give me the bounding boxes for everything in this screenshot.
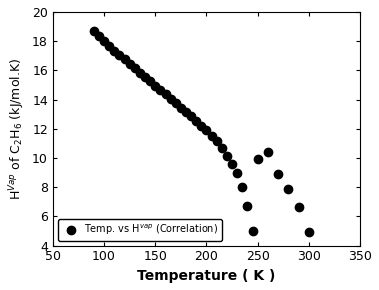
Temp. vs H$^{vap}$ (Correlation) bbox=[142, 75, 148, 79]
Temp. vs H$^{vap}$ (Correlation) bbox=[255, 157, 261, 162]
Temp. vs H$^{vap}$ (Correlation) bbox=[132, 66, 138, 70]
Temp. vs H$^{vap}$ (Correlation) bbox=[96, 34, 102, 38]
Temp. vs H$^{vap}$ (Correlation) bbox=[137, 70, 143, 75]
Temp. vs H$^{vap}$ (Correlation) bbox=[157, 88, 163, 93]
Temp. vs H$^{vap}$ (Correlation) bbox=[285, 186, 291, 191]
Temp. vs H$^{vap}$ (Correlation) bbox=[106, 44, 112, 49]
Temp. vs H$^{vap}$ (Correlation) bbox=[116, 53, 122, 57]
Temp. vs H$^{vap}$ (Correlation) bbox=[214, 139, 220, 144]
Temp. vs H$^{vap}$ (Correlation) bbox=[229, 162, 235, 166]
Legend: Temp. vs H$^{vap}$ (Correlation): Temp. vs H$^{vap}$ (Correlation) bbox=[58, 219, 222, 241]
X-axis label: Temperature ( K ): Temperature ( K ) bbox=[137, 269, 276, 283]
Temp. vs H$^{vap}$ (Correlation) bbox=[204, 128, 210, 133]
Temp. vs H$^{vap}$ (Correlation) bbox=[193, 119, 199, 124]
Temp. vs H$^{vap}$ (Correlation) bbox=[306, 230, 312, 235]
Temp. vs H$^{vap}$ (Correlation) bbox=[127, 61, 133, 66]
Temp. vs H$^{vap}$ (Correlation) bbox=[152, 84, 158, 88]
Temp. vs H$^{vap}$ (Correlation) bbox=[183, 110, 189, 114]
Temp. vs H$^{vap}$ (Correlation) bbox=[275, 172, 281, 176]
Temp. vs H$^{vap}$ (Correlation) bbox=[296, 205, 302, 209]
Temp. vs H$^{vap}$ (Correlation) bbox=[91, 29, 97, 33]
Temp. vs H$^{vap}$ (Correlation) bbox=[147, 79, 153, 84]
Temp. vs H$^{vap}$ (Correlation) bbox=[265, 150, 271, 155]
Temp. vs H$^{vap}$ (Correlation) bbox=[244, 204, 251, 209]
Temp. vs H$^{vap}$ (Correlation) bbox=[188, 114, 194, 119]
Temp. vs H$^{vap}$ (Correlation) bbox=[208, 134, 215, 138]
Temp. vs H$^{vap}$ (Correlation) bbox=[239, 185, 245, 190]
Temp. vs H$^{vap}$ (Correlation) bbox=[219, 146, 225, 150]
Temp. vs H$^{vap}$ (Correlation) bbox=[122, 57, 128, 62]
Temp. vs H$^{vap}$ (Correlation) bbox=[111, 48, 117, 53]
Temp. vs H$^{vap}$ (Correlation) bbox=[234, 171, 240, 176]
Temp. vs H$^{vap}$ (Correlation) bbox=[249, 229, 255, 233]
Temp. vs H$^{vap}$ (Correlation) bbox=[168, 97, 174, 101]
Temp. vs H$^{vap}$ (Correlation) bbox=[178, 105, 184, 110]
Temp. vs H$^{vap}$ (Correlation) bbox=[198, 124, 204, 128]
Temp. vs H$^{vap}$ (Correlation) bbox=[163, 92, 169, 97]
Temp. vs H$^{vap}$ (Correlation) bbox=[101, 39, 107, 43]
Y-axis label: H$^{Vap}$ of C$_2$H$_6$ (kJ/mol.K): H$^{Vap}$ of C$_2$H$_6$ (kJ/mol.K) bbox=[7, 58, 27, 200]
Temp. vs H$^{vap}$ (Correlation) bbox=[224, 153, 230, 158]
Temp. vs H$^{vap}$ (Correlation) bbox=[173, 101, 179, 106]
